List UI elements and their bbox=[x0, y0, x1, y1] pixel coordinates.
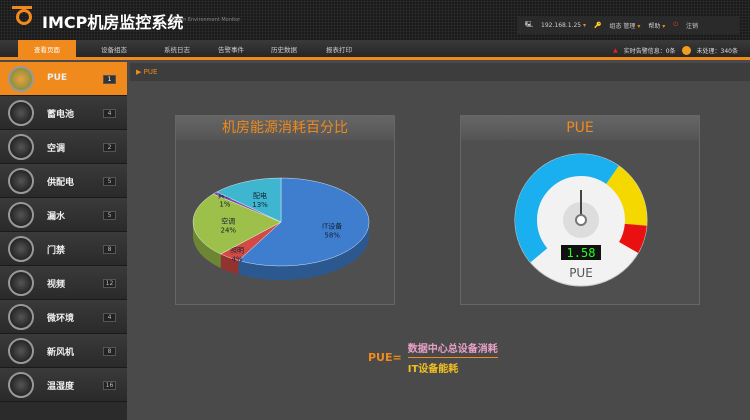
user-dropdown[interactable]: 组态 管理 bbox=[610, 21, 641, 30]
micro-environment-icon bbox=[8, 304, 34, 330]
power-distribution-icon bbox=[8, 168, 34, 194]
alarm-summary: ▲ 实时告警信息：0条 未处理：340条 bbox=[613, 46, 738, 55]
monitor-icon: 🖳 bbox=[525, 21, 534, 28]
sidebar-item-count: 1 bbox=[103, 75, 116, 84]
header: IMCP机房监控系统 Room Environment Monitor 🖳 19… bbox=[0, 0, 750, 40]
tab-alarm-events[interactable]: 告警事件 bbox=[218, 46, 244, 54]
sidebar-item-count: 5 bbox=[103, 177, 116, 186]
pie-slice-side bbox=[220, 254, 239, 275]
formula-denominator: IT设备能耗 bbox=[407, 364, 459, 375]
pue-gauge-panel: PUE 1.58 PUE bbox=[460, 115, 700, 305]
sidebar-item[interactable]: 空调 2 bbox=[0, 130, 127, 164]
sidebar-item[interactable]: 新风机 8 bbox=[0, 334, 127, 368]
gauge-arc-normal bbox=[515, 154, 619, 263]
pie-label: IT设备 bbox=[322, 222, 342, 231]
gauge-arc-critical bbox=[618, 223, 647, 253]
pie-value-label: 24% bbox=[221, 227, 237, 235]
unhandled-icon bbox=[681, 46, 691, 55]
power-icon: ⏻ bbox=[673, 21, 679, 28]
app-title: IMCP机房监控系统 bbox=[42, 13, 184, 32]
door-access-icon bbox=[8, 236, 34, 262]
tab-device-config[interactable]: 设备组态 bbox=[101, 46, 127, 54]
sidebar-item[interactable]: 门禁 8 bbox=[0, 232, 127, 266]
app-subtitle: Room Environment Monitor bbox=[172, 17, 241, 23]
tab-view[interactable]: 查看页面 bbox=[18, 40, 76, 60]
sidebar-item-count: 4 bbox=[103, 313, 116, 322]
breadcrumb: ▶ PUE bbox=[130, 63, 750, 81]
sidebar-item-label: 供配电 bbox=[47, 178, 75, 188]
pie-slice-side bbox=[238, 222, 369, 280]
help-dropdown[interactable]: 帮助 bbox=[648, 21, 665, 30]
pue-value: 1.58 bbox=[567, 246, 596, 260]
pue-icon bbox=[8, 66, 34, 92]
sidebar-item-count: 16 bbox=[103, 381, 116, 390]
pie-panel-title: 机房能源消耗百分比 bbox=[176, 116, 394, 140]
sidebar-item[interactable]: 供配电 5 bbox=[0, 164, 127, 198]
pie-value-label: 13% bbox=[252, 201, 268, 209]
pie-value-label: 1% bbox=[219, 200, 230, 208]
sidebar: PUE 1 蓄电池 4 空调 2 供配电 5 漏水 5 门禁 8 视频 12 微环境 4 新风机 8 温湿度 16 bbox=[0, 62, 127, 420]
sidebar-item-label: 视频 bbox=[47, 280, 66, 290]
sidebar-item-label: 漏水 bbox=[47, 212, 66, 222]
pie-label: 空调 bbox=[221, 217, 235, 226]
gauge-arc-warning bbox=[605, 165, 647, 226]
tab-history[interactable]: 历史数据 bbox=[271, 46, 297, 54]
thermometer-icon bbox=[8, 372, 34, 398]
logout-button[interactable]: 注销 bbox=[686, 22, 699, 30]
sidebar-item-count: 8 bbox=[103, 245, 116, 254]
sidebar-item-label: 蓄电池 bbox=[47, 110, 75, 120]
formula-numerator: 数据中心总设备消耗 bbox=[407, 340, 498, 358]
pie-slice bbox=[192, 193, 282, 255]
tab-report-print[interactable]: 报表打印 bbox=[326, 46, 352, 54]
pue-gauge: 1.58 PUE bbox=[514, 153, 648, 287]
pie-value-label: 58% bbox=[324, 232, 340, 240]
sidebar-item[interactable]: 温湿度 16 bbox=[0, 368, 127, 402]
pie-label: 照明 bbox=[230, 246, 244, 254]
pie-slice bbox=[238, 177, 370, 267]
ip-dropdown[interactable]: 192.168.1.25 bbox=[541, 22, 586, 29]
sidebar-item-count: 5 bbox=[103, 211, 116, 220]
main-nav: 查看页面 设备组态 系统日志 告警事件 历史数据 报表打印 ▲ 实时告警信息：0… bbox=[0, 40, 750, 60]
sidebar-item-label: 新风机 bbox=[47, 348, 75, 358]
key-icon: 🔑 bbox=[594, 21, 602, 29]
sidebar-item-label: 微环境 bbox=[47, 314, 75, 324]
realtime-alarm-link[interactable]: 实时告警信息：0条 bbox=[623, 48, 676, 55]
sidebar-item-label: PUE bbox=[47, 73, 68, 83]
gauge-panel-title: PUE bbox=[461, 116, 699, 140]
camera-icon bbox=[8, 270, 34, 296]
pue-formula: PUE= 数据中心总设备消耗 IT设备能耗 bbox=[368, 340, 498, 375]
sidebar-item[interactable]: 蓄电池 4 bbox=[0, 96, 127, 130]
fan-icon bbox=[8, 338, 34, 364]
sidebar-item-label: 空调 bbox=[47, 144, 66, 154]
sidebar-item-label: 温湿度 bbox=[47, 382, 75, 392]
pie-value-label: 4% bbox=[231, 255, 242, 263]
battery-icon bbox=[8, 100, 34, 126]
pie-slice-side bbox=[193, 222, 221, 269]
breadcrumb-current: PUE bbox=[143, 68, 158, 76]
sidebar-item[interactable]: 漏水 5 bbox=[0, 198, 127, 232]
gauge-label: PUE bbox=[569, 266, 593, 280]
sidebar-item-count: 4 bbox=[103, 109, 116, 118]
tab-system-log[interactable]: 系统日志 bbox=[164, 46, 190, 54]
pie-label: 配电 bbox=[253, 191, 267, 200]
water-leak-icon bbox=[8, 202, 34, 228]
unhandled-alarm-link[interactable]: 未处理：340条 bbox=[696, 48, 738, 55]
sidebar-item-count: 12 bbox=[103, 279, 116, 288]
sidebar-item[interactable]: 视频 12 bbox=[0, 266, 127, 300]
sidebar-item[interactable]: PUE 1 bbox=[0, 62, 127, 96]
sidebar-item-count: 2 bbox=[103, 143, 116, 152]
logo-icon bbox=[12, 6, 32, 25]
sidebar-item-label: 门禁 bbox=[47, 246, 66, 256]
toolbar: 🖳 192.168.1.25 🔑 组态 管理 帮助 ⏻ 注销 bbox=[517, 16, 739, 34]
warning-icon: ▲ bbox=[613, 47, 618, 54]
sidebar-item[interactable]: 微环境 4 bbox=[0, 300, 127, 334]
pie-slice bbox=[216, 177, 282, 223]
air-conditioner-icon bbox=[8, 134, 34, 160]
formula-lhs: PUE= bbox=[368, 351, 402, 364]
sidebar-item-count: 8 bbox=[103, 347, 116, 356]
